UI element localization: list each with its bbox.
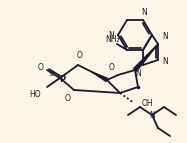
Text: N: N (162, 57, 168, 66)
Text: O: O (65, 94, 71, 103)
Text: O: O (77, 51, 83, 60)
Text: HO: HO (29, 90, 41, 99)
Text: 32: 32 (49, 73, 55, 78)
Text: N: N (108, 30, 114, 39)
Text: N: N (149, 111, 155, 120)
Text: P: P (59, 75, 65, 84)
Polygon shape (92, 72, 108, 82)
Text: N: N (162, 32, 168, 41)
Text: OH: OH (142, 99, 154, 108)
Text: N: N (141, 8, 147, 17)
Text: O: O (38, 63, 44, 73)
Text: NH₂: NH₂ (106, 35, 120, 44)
Text: O: O (109, 63, 115, 72)
Text: N: N (135, 69, 141, 78)
Polygon shape (134, 44, 158, 71)
